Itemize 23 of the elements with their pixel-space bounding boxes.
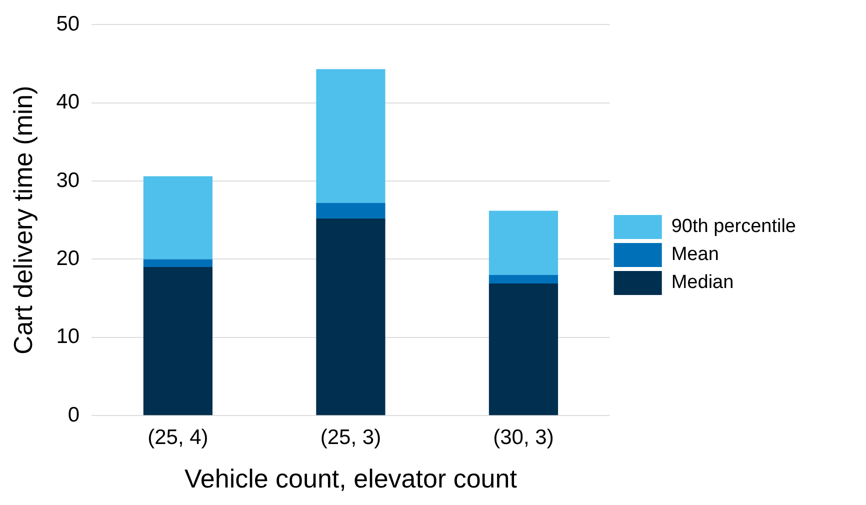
bar (143, 267, 212, 416)
bar (488, 210, 558, 275)
bar (143, 259, 212, 268)
x-tick-label: (25, 4) (148, 426, 208, 449)
x-axis-title: Vehicle count, elevator count (184, 464, 518, 494)
y-tick-label: 30 (56, 168, 80, 192)
x-tick-label: (25, 3) (320, 426, 382, 449)
y-tick-label: 10 (56, 325, 80, 348)
x-tick-label: (30, 3) (493, 426, 554, 449)
y-axis-title: Cart delivery time (min) (8, 86, 38, 354)
bar (316, 69, 386, 203)
y-tick-label: 50 (56, 12, 80, 36)
y-tick-label: 20 (56, 246, 80, 270)
legend-label: Mean (671, 244, 719, 266)
bar (143, 176, 212, 260)
bar (488, 274, 558, 284)
bar (316, 218, 386, 416)
legend-label: 90th percentile (671, 216, 796, 238)
bar (316, 202, 386, 219)
bar (488, 283, 558, 416)
legend-label: Median (671, 272, 734, 294)
y-tick-label: 40 (56, 90, 80, 114)
y-tick-label: 0 (68, 403, 80, 426)
